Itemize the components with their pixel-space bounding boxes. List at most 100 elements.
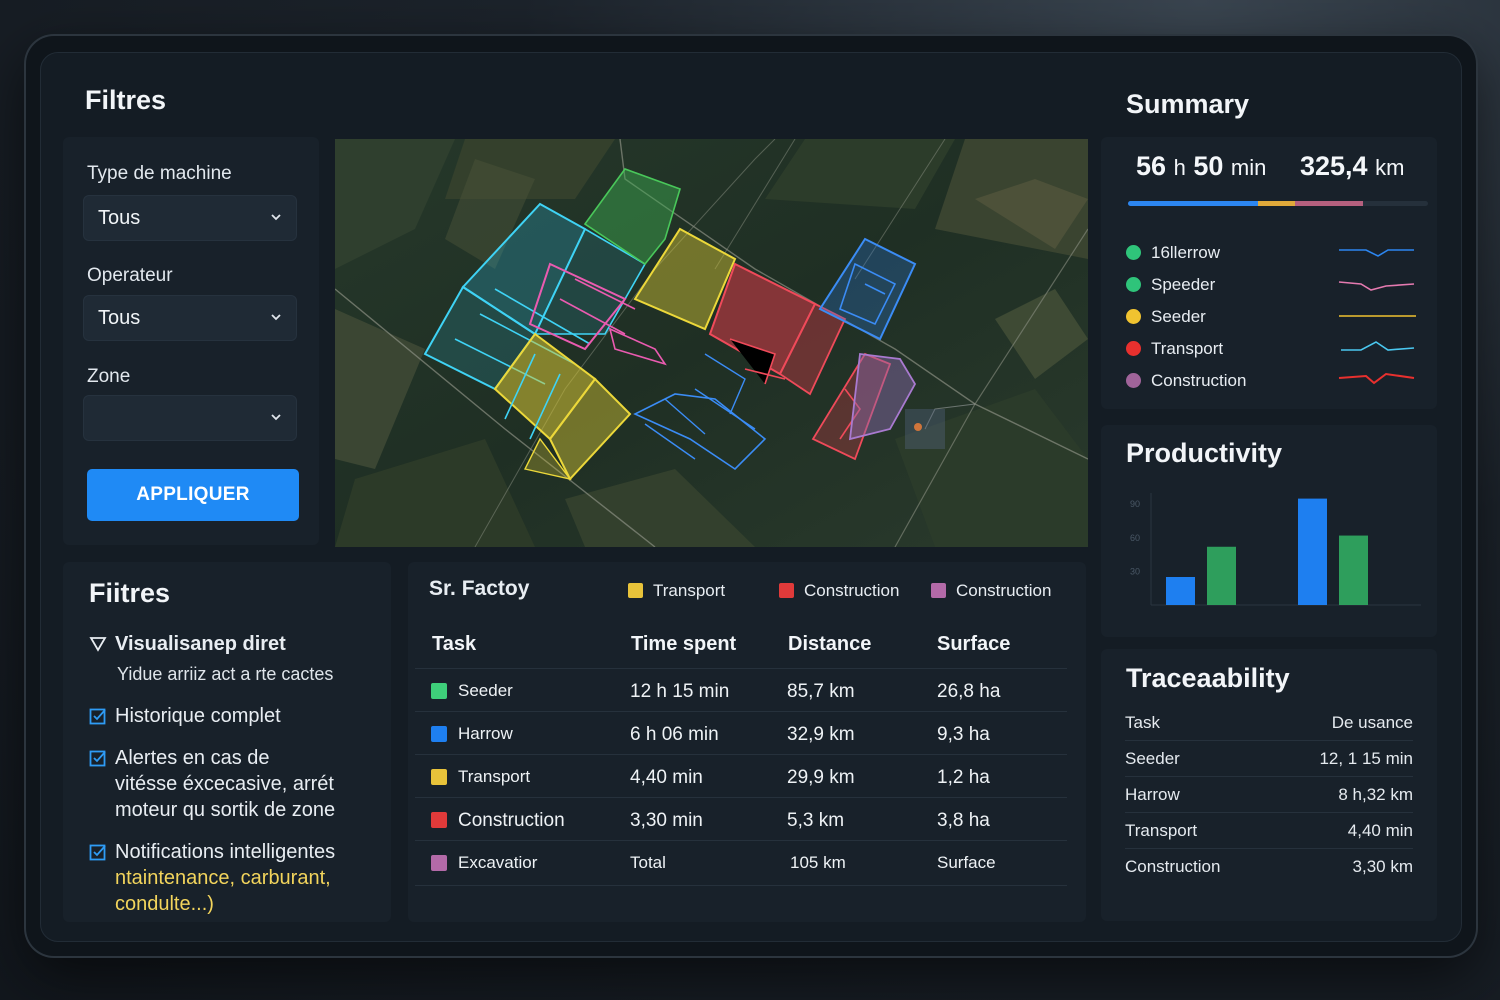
feature-alerts-line1: Alertes en cas de [115,747,270,769]
header-task: Task [432,633,477,655]
operator-select[interactable]: Tous [83,295,297,341]
row-swatch [431,855,447,871]
row-swatch [431,683,447,699]
trace-header-usage: De usance [1331,713,1413,732]
zone-label: Zone [87,366,131,387]
feature-item-live-view: Visualisanep diret Yidue arriiz act a rt… [89,631,389,693]
operator-value: Tous [98,306,141,329]
feature-notifications-line2: ntaintenance, carburant, [115,867,331,889]
traceability-title: Traceaability [1126,663,1290,693]
cell-distance: 32,9 km [787,724,855,745]
zone-select[interactable] [83,395,297,441]
trace-task: Transport [1125,821,1198,840]
table-row[interactable]: Transport 4,40 min 29,9 km 1,2 ha [415,755,1067,798]
row-swatch [431,812,447,828]
chevron-down-icon [271,214,281,221]
table-title: Sr. Factoy [429,577,530,600]
chevron-down-icon [271,414,281,421]
bar-0-1[interactable] [1207,546,1236,605]
trace-value: 12, 1 15 min [1319,749,1413,768]
traceability-row[interactable]: Seeder 12, 1 15 min [1125,741,1413,777]
checkbox-icon [89,844,106,861]
feature-alerts-line2: vitésse éxcecasive, arrét [115,773,334,795]
checkbox-icon [89,750,106,767]
feature-live-view-title: Visualisanep diret [115,633,286,655]
machine-type-select[interactable]: Tous [83,195,297,241]
summary-progress-bar [1128,201,1428,206]
traceability-row[interactable]: Transport 4,40 min [1125,813,1413,849]
status-dot [1126,245,1141,260]
summary-panel [1101,137,1437,409]
bar-1-1[interactable] [1339,535,1368,605]
legend-swatch [931,583,946,598]
feature-item-alerts[interactable]: Alertes en cas de vitésse éxcecasive, ar… [89,745,389,825]
total-distance-stat: 325,4 km [1300,151,1404,182]
summary-title: Summary [1126,89,1250,119]
time-hours-unit: h [1173,155,1186,180]
status-dot [1126,277,1141,292]
cell-surface: 1,2 ha [937,767,990,788]
productivity-chart: 90 60 30 [1130,493,1421,606]
table-header-row: Task Time spent Distance Surface [415,623,1067,669]
cell-task: Seeder [458,681,513,700]
bar-0-0[interactable] [1166,577,1195,605]
filters-title: Filtres [85,85,167,115]
feature-item-notifications[interactable]: Notifications intelligentes ntaintenance… [89,839,389,919]
satellite-map-svg [335,139,1088,547]
cell-task: Construction [458,810,565,831]
time-minutes: 50 [1193,151,1224,181]
summary-sparklines [1338,249,1416,385]
checkbox-icon [89,708,106,725]
summary-item-label: Construction [1151,371,1247,390]
distance-unit: km [1375,155,1405,180]
cell-distance: 85,7 km [787,681,855,702]
feature-live-view-desc: Yidue arriiz act a rte cactes [117,664,334,684]
traceability-row[interactable]: Harrow 8 h,32 km [1125,777,1413,813]
bar-1-0[interactable] [1298,498,1327,605]
feature-item-history[interactable]: Historique complet [89,703,389,731]
total-time-stat: 56 h 50 min [1136,151,1266,182]
table-row[interactable]: Harrow 6 h 06 min 32,9 km 9,3 ha [415,712,1067,755]
cell-time: 3,30 min [630,810,703,831]
chevron-down-icon [271,314,281,321]
traceability-header-row: Task De usance [1125,705,1413,741]
table-row[interactable]: Construction 3,30 min 5,3 km 3,8 ha [415,798,1067,841]
row-swatch [431,769,447,785]
sparkline-transport [1341,341,1415,351]
time-minutes-unit: min [1230,155,1267,180]
cell-task: Excavatior [458,853,538,872]
cell-surface: 3,8 ha [937,810,990,831]
apply-button[interactable]: APPLIQUER [87,469,299,521]
status-dot [1126,341,1141,356]
legend-swatch [779,583,794,598]
field-map[interactable] [335,139,1088,547]
y-tick-label: 30 [1130,566,1140,576]
features-title: Fiitres [89,578,171,608]
trace-value: 8 h,32 km [1338,785,1413,804]
cell-distance: 5,3 km [787,810,845,831]
feature-notifications-line1: Notifications intelligentes [115,841,336,863]
status-dot [1126,309,1141,324]
traceability-row[interactable]: Construction 3,30 km [1125,849,1413,885]
cell-time: 4,40 min [630,767,703,788]
summary-item-label: 16llerrow [1151,243,1220,262]
cell-task: Harrow [458,724,513,743]
legend-label: Construction [804,581,900,600]
table-row-total[interactable]: Excavatior Total 105 km Surface [415,841,1067,886]
trace-task: Harrow [1125,785,1180,804]
y-tick-label: 60 [1130,533,1140,543]
cell-surface: 26,8 ha [937,681,1001,702]
legend-item-transport: Transport [628,581,725,601]
header-surface: Surface [937,633,1011,655]
sparkline-construction [1338,372,1415,385]
sparkline-speeder [1338,281,1415,291]
funnel-icon [89,637,107,652]
feature-history-label: Historique complet [115,705,281,727]
legend-item-construction: Construction [779,581,899,601]
traceability-panel [1101,649,1437,921]
productivity-title: Productivity [1126,438,1283,468]
cell-distance: 105 km [790,853,846,872]
summary-item-label: Seeder [1151,307,1206,326]
table-row[interactable]: Seeder 12 h 15 min 85,7 km 26,8 ha [415,669,1067,712]
tasks-table-panel [408,562,1086,922]
